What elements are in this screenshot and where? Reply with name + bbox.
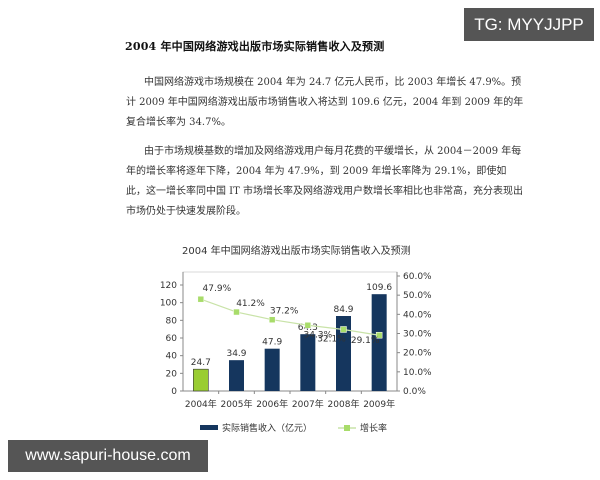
- growth-marker: [375, 331, 383, 339]
- growth-value-label: 34.3%: [304, 330, 333, 340]
- x-tick-label: 2008年: [328, 398, 360, 410]
- left-tick-label: 0: [171, 387, 177, 397]
- left-tick-label: 100: [160, 299, 177, 309]
- right-tick-label: 10.0%: [403, 368, 432, 378]
- growth-value-label: 29.1%: [351, 336, 380, 346]
- right-tick-label: 40.0%: [403, 310, 432, 320]
- bar-2008年: [336, 316, 351, 391]
- right-tick-label: 0.0%: [403, 387, 426, 397]
- growth-value-label: 32.1%: [317, 334, 346, 344]
- bar-value-label: 34.9: [226, 349, 246, 359]
- right-tick-label: 60.0%: [403, 272, 432, 282]
- document-title: 2004 年中国网络游戏出版市场实际销售收入及预测: [125, 40, 385, 53]
- growth-marker: [304, 322, 312, 329]
- legend-bar-swatch: [200, 425, 218, 430]
- right-tick-label: 30.0%: [403, 330, 432, 340]
- chart-title: 2004 年中国网络游戏出版市场实际销售收入及预测: [182, 246, 411, 257]
- bar-2009年: [371, 294, 387, 391]
- right-axis-ticks: 0.0% 10.0% 20.0% 30.0% 40.0% 50.0% 60.0%: [397, 272, 432, 397]
- paragraph-market-size: 中国网络游戏市场规模在 2004 年为 24.7 亿元人民币，比 2003 年增…: [126, 77, 524, 128]
- x-axis-labels: 2004年 2005年 2006年 2007年 2008年 2009年: [185, 391, 395, 410]
- growth-marker: [197, 295, 205, 303]
- bar-value-label: 47.9: [262, 338, 282, 348]
- legend-label-revenue: 实际销售收入（亿元）: [222, 422, 312, 434]
- x-tick-label: 2007年: [292, 398, 324, 410]
- legend-label-growth: 增长率: [360, 422, 387, 434]
- growth-line: [200, 298, 380, 336]
- bar-value-label: 109.6: [366, 283, 392, 293]
- growth-value-label: 41.2%: [236, 299, 265, 309]
- right-tick-label: 20.0%: [403, 349, 432, 359]
- x-tick-label: 2009年: [363, 398, 395, 410]
- left-axis-ticks: 0 20 40 60 80 100 120: [160, 281, 183, 397]
- bar-2004年: [193, 368, 209, 392]
- left-tick-label: 60: [166, 334, 178, 344]
- growth-line-series: 47.9% 41.2% 37.2% 34.3%32.1% 29.1%: [197, 284, 383, 346]
- paragraph-growth-rate: 由于市场规模基数的增加及网络游戏用户每月花费的平缓增长，从 2004－2009 …: [126, 146, 523, 217]
- watermark-tg: TG: MYYJJPP: [464, 8, 594, 41]
- x-tick-label: 2006年: [256, 398, 288, 410]
- left-tick-label: 120: [160, 281, 177, 291]
- x-tick-label: 2005年: [221, 398, 253, 410]
- right-tick-label: 50.0%: [403, 291, 432, 301]
- legend-marker-icon: [344, 425, 350, 431]
- growth-value-label: 47.9%: [203, 284, 232, 294]
- watermark-url: www.sapuri-house.com: [8, 440, 208, 472]
- bar-value-label: 24.7: [191, 358, 211, 368]
- growth-marker: [268, 316, 276, 323]
- growth-value-label: 37.2%: [270, 307, 299, 317]
- growth-marker: [233, 308, 240, 316]
- bar-2005年: [229, 360, 244, 391]
- left-tick-label: 80: [166, 316, 178, 326]
- bar-2006年: [264, 348, 280, 391]
- chart-legend: 实际销售收入（亿元） 增长率: [200, 422, 387, 434]
- left-tick-label: 20: [166, 369, 178, 379]
- x-tick-label: 2004年: [185, 398, 217, 410]
- bar-2007年: [300, 334, 316, 391]
- bar-value-label: 84.9: [333, 305, 353, 315]
- growth-marker: [340, 326, 347, 333]
- left-tick-label: 40: [166, 352, 178, 362]
